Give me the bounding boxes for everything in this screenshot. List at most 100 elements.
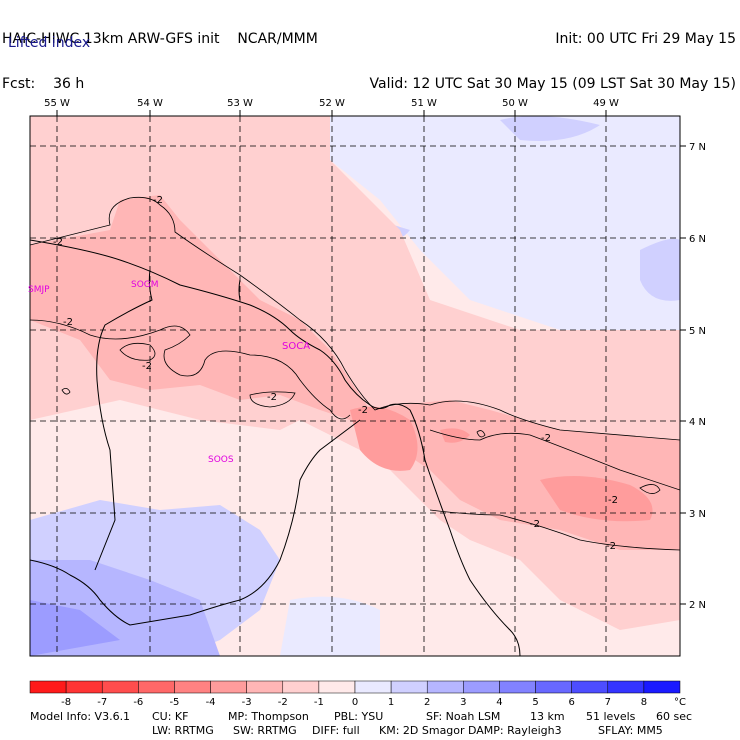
shade-red-4 — [440, 428, 470, 443]
lon-label: 49 W — [593, 98, 619, 109]
station-label: SMJP — [28, 285, 50, 295]
colorbar-tick-label: -6 — [133, 697, 143, 708]
contour-lower-east — [429, 429, 680, 491]
colorbar-tick-label: 3 — [460, 697, 466, 708]
colorbar-tick-label: 2 — [424, 697, 430, 708]
colorbar-swatch — [29, 680, 67, 694]
lat-label: 5 N — [689, 326, 706, 337]
footer-sf: SF: Noah LSM — [426, 710, 501, 723]
contour-lower-south — [429, 509, 680, 551]
lon-label: 52 W — [319, 98, 345, 109]
contour-loop-4 — [639, 484, 661, 494]
contour-label: -2 — [530, 519, 540, 530]
forecast-hour: 36 h — [53, 76, 85, 92]
shade-blue-1 — [330, 116, 680, 330]
footer-dt: 60 sec — [656, 710, 693, 723]
shade-blue-7 — [30, 600, 120, 656]
init-time: Init: 00 UTC Fri 29 May 15 — [555, 31, 736, 47]
colorbar-tick-label: -7 — [97, 697, 107, 708]
graticule — [30, 116, 680, 656]
agency-label: NCAR/MMM — [237, 31, 318, 47]
footer-pbl: PBL: YSU — [334, 710, 384, 723]
footer-model: Model Info: V3.6.1 — [30, 710, 131, 723]
colorbar-swatch — [210, 680, 247, 694]
ticks — [56, 110, 686, 605]
contour-label: -2 — [63, 317, 73, 328]
border-west — [94, 269, 153, 571]
border-south — [30, 419, 361, 626]
contour-upper — [30, 196, 680, 441]
colorbar-swatch — [426, 680, 464, 694]
contour-loop-1 — [119, 342, 156, 361]
colorbar — [29, 680, 681, 694]
lat-label: 6 N — [689, 234, 706, 245]
colorbar-tick-label: 0 — [352, 697, 358, 708]
map-frame — [29, 115, 681, 657]
colorbar-swatch — [571, 680, 609, 694]
contour-label: -2 — [608, 495, 618, 506]
boundaries — [30, 239, 521, 656]
colorbar-tick-label: 1 — [388, 697, 394, 708]
colorbar-swatch — [282, 680, 320, 694]
lon-label: 54 W — [137, 98, 163, 109]
footer-levels: 51 levels — [586, 710, 636, 723]
station-label: SOOS — [208, 455, 234, 465]
shade-red-3 — [540, 476, 653, 522]
footer-sflay: SFLAY: MM5 — [598, 724, 663, 737]
lat-label: 2 N — [689, 600, 706, 611]
contour-loop-2 — [249, 391, 296, 408]
colorbar-swatch — [499, 680, 536, 694]
lat-label: 4 N — [689, 417, 706, 428]
colorbar-tick-label: 4 — [496, 697, 502, 708]
lat-label: 7 N — [689, 142, 706, 153]
footer-sw: SW: RRTMG — [233, 724, 297, 737]
valid-time: Valid: 12 UTC Sat 30 May 15 (09 LST Sat … — [369, 76, 736, 92]
field-name: Lifted index — [8, 35, 91, 51]
footer-res: 13 km — [530, 710, 565, 723]
colorbar-swatch — [535, 680, 572, 694]
station-label: SOCA — [282, 341, 310, 352]
colorbar-labels: -8 -7 -6 -5 -4 -3 -2 -1 0 1 2 3 4 5 6 7 8 — [61, 697, 647, 708]
colorbar-tick-label: -1 — [314, 697, 324, 708]
shaded-field — [30, 116, 680, 656]
footer-cu: CU: KF — [152, 710, 189, 723]
shade-red-2 — [350, 406, 418, 471]
coastline — [30, 239, 521, 656]
footer-damp: DAMP: Rayleigh3 — [468, 724, 562, 737]
colorbar-swatch — [65, 680, 103, 694]
contour-label: -2 — [142, 361, 152, 372]
colorbar-tick-label: 7 — [605, 697, 611, 708]
contour-labels: -2 -2 -2 -2 -2 -2 -2 -2 -2 -2 — [53, 195, 618, 552]
colorbar-swatch — [246, 680, 284, 694]
lon-label: 50 W — [502, 98, 528, 109]
colorbar-tick-label: 5 — [532, 697, 538, 708]
colorbar-tick-label: 6 — [568, 697, 574, 708]
contour-label: -2 — [153, 195, 163, 206]
colorbar-unit: °C — [674, 697, 686, 708]
station-labels: SMJP SOGM SOCA SOOS — [28, 280, 310, 465]
colorbar-tick-label: -8 — [61, 697, 71, 708]
contour-label: -2 — [606, 541, 616, 552]
contour-label: -2 — [358, 405, 368, 416]
footer-mp: MP: Thompson — [228, 710, 309, 723]
colorbar-swatch — [607, 680, 645, 694]
colorbar-tick-label: -4 — [206, 697, 216, 708]
footer-km: KM: 2D Smagor — [379, 724, 465, 737]
colorbar-tick-label: 8 — [641, 697, 647, 708]
colorbar-tick-label: -5 — [169, 697, 179, 708]
lon-label: 53 W — [227, 98, 253, 109]
lat-labels: 7 N 6 N 5 N 4 N 3 N 2 N — [689, 142, 706, 611]
colorbar-swatch — [643, 680, 681, 694]
header-right: Init: 00 UTC Fri 29 May 15 Valid: 12 UTC… — [370, 2, 736, 107]
colorbar-swatch — [318, 680, 356, 694]
forecast-label: Fcst: — [2, 76, 36, 92]
colorbar-swatch — [101, 680, 139, 694]
contour-loop-5 — [476, 430, 486, 438]
colorbar-swatch — [390, 680, 428, 694]
colorbar-tick-label: -2 — [278, 697, 288, 708]
footer-diff: DIFF: full — [312, 724, 360, 737]
contour-label: -2 — [541, 433, 551, 444]
colorbar-swatch — [463, 680, 500, 694]
colorbar-swatch — [174, 680, 211, 694]
